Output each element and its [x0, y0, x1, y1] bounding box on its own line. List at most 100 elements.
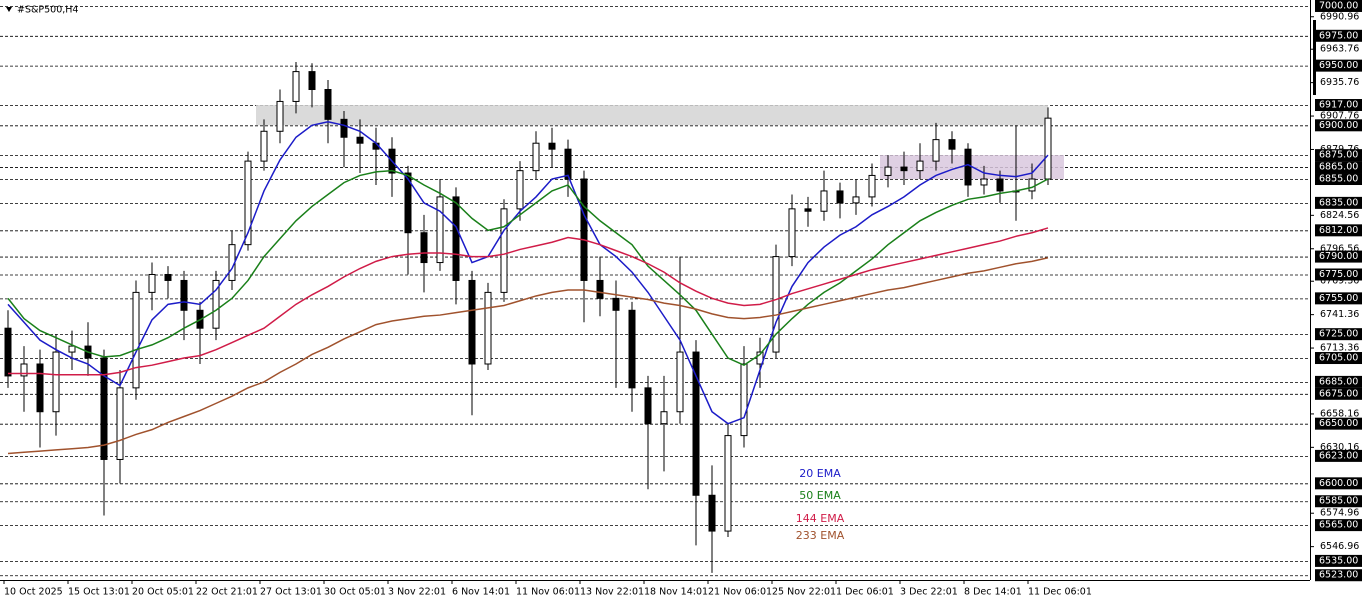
candle-body — [212, 279, 220, 329]
level-label: 6600.00 — [1319, 478, 1358, 489]
candle-body — [852, 196, 860, 204]
level-label: 6917.00 — [1319, 100, 1358, 111]
level-label: 6685.00 — [1319, 376, 1358, 387]
level-label-box — [1315, 268, 1362, 281]
y-tick-label: 6546.96 — [1320, 541, 1359, 552]
x-tick-label: 11 Nov 06:01 — [516, 587, 580, 598]
ema-line — [8, 227, 1049, 376]
candle-body — [868, 174, 876, 198]
level-label: 6835.00 — [1319, 197, 1358, 208]
candle-body — [292, 71, 300, 102]
x-tick-label: 13 Nov 22:01 — [580, 587, 644, 598]
grid — [0, 6, 1310, 577]
level-label-box — [1315, 99, 1362, 112]
candle-body — [772, 256, 780, 353]
legend-entry: 144 EMA — [796, 512, 845, 525]
level-label: 6975.00 — [1319, 30, 1358, 41]
x-tick-label: 8 Dec 14:01 — [964, 587, 1022, 598]
title-arrow — [6, 7, 12, 12]
chart-title: #S&P500,H4 — [17, 5, 78, 16]
level-label: 6585.00 — [1319, 496, 1358, 507]
candle-body — [68, 345, 76, 353]
candle-body — [244, 160, 252, 246]
level-label-box — [1315, 387, 1362, 400]
level-label-box — [1315, 29, 1362, 42]
candle-body — [52, 351, 60, 413]
y-tick-label: 6658.16 — [1320, 408, 1359, 419]
candle-body — [308, 71, 316, 91]
candle-body — [516, 170, 524, 210]
candle-body — [644, 387, 652, 425]
scale-marker — [1313, 20, 1316, 95]
y-tick-label: 6574.96 — [1320, 508, 1359, 519]
level-label: 6865.00 — [1319, 162, 1358, 173]
level-label-box — [1315, 417, 1362, 430]
candle-body — [948, 139, 956, 150]
candle-body — [500, 208, 508, 293]
level-label: 6875.00 — [1319, 150, 1358, 161]
candle-body — [436, 196, 444, 264]
price-zone — [256, 105, 1048, 126]
candle-body — [164, 273, 172, 281]
ema-line — [7, 257, 1049, 455]
y-tick-label: 6990.96 — [1320, 11, 1359, 22]
y-tick-label: 6713.36 — [1320, 343, 1359, 354]
level-label: 6775.00 — [1319, 269, 1358, 280]
level-label-box — [1315, 352, 1362, 365]
x-tick-label: 10 Oct 2025 — [4, 587, 63, 598]
x-tick-label: 3 Dec 22:01 — [900, 587, 958, 598]
candle-body — [900, 166, 908, 172]
candle-body — [932, 139, 940, 162]
level-label-box — [1315, 554, 1362, 567]
x-tick-label: 15 Oct 13:01 — [68, 587, 130, 598]
level-label-box — [1315, 0, 1362, 12]
level-label-box — [1315, 173, 1362, 186]
candle-body — [676, 351, 684, 413]
plot — [4, 62, 1052, 573]
candle-body — [4, 327, 12, 377]
x-tick-label: 6 Nov 14:01 — [452, 587, 510, 598]
level-label-box — [1315, 292, 1362, 305]
candle-body — [20, 363, 28, 377]
candle-body — [532, 142, 540, 172]
x-tick-label: 22 Oct 21:01 — [196, 587, 258, 598]
candle-body — [836, 190, 844, 204]
candle-body — [596, 279, 604, 299]
level-label: 6855.00 — [1319, 174, 1358, 185]
level-label-box — [1315, 224, 1362, 237]
y-tick-label: 6935.76 — [1320, 77, 1359, 88]
candle-body — [1044, 117, 1052, 180]
candle-body — [276, 100, 284, 132]
x-tick-label: 18 Nov 14:01 — [644, 587, 708, 598]
level-label: 6812.00 — [1319, 225, 1358, 236]
level-label-box — [1315, 477, 1362, 490]
candle-body — [708, 494, 716, 532]
level-label: 6623.00 — [1319, 450, 1358, 461]
legend-entry: 50 EMA — [799, 489, 841, 502]
candle-body — [660, 411, 668, 425]
x-tick-label: 3 Nov 22:01 — [388, 587, 446, 598]
level-label-box — [1315, 519, 1362, 532]
level-label-box — [1315, 449, 1362, 462]
x-tick-label: 30 Oct 05:01 — [324, 587, 386, 598]
legend-entry: 20 EMA — [799, 467, 841, 480]
candle-body — [148, 273, 156, 293]
candle-body — [740, 363, 748, 437]
candle-body — [452, 196, 460, 281]
legend-entry: 233 EMA — [796, 529, 845, 542]
price-axis: 6990.966963.766935.766907.766879.766824.… — [3, 0, 1362, 598]
candle-body — [340, 118, 348, 138]
candle-body — [484, 291, 492, 365]
ema-line — [7, 120, 1049, 425]
ema-line — [7, 169, 1049, 367]
candle-body — [36, 363, 44, 413]
candle-body — [356, 136, 364, 144]
level-label: 6705.00 — [1319, 353, 1358, 364]
y-tick-label: 6824.56 — [1320, 210, 1359, 221]
level-label: 6755.00 — [1319, 293, 1358, 304]
candle-body — [132, 291, 140, 389]
candle-body — [980, 178, 988, 186]
candle-body — [692, 351, 700, 496]
level-label: 6565.00 — [1319, 520, 1358, 531]
